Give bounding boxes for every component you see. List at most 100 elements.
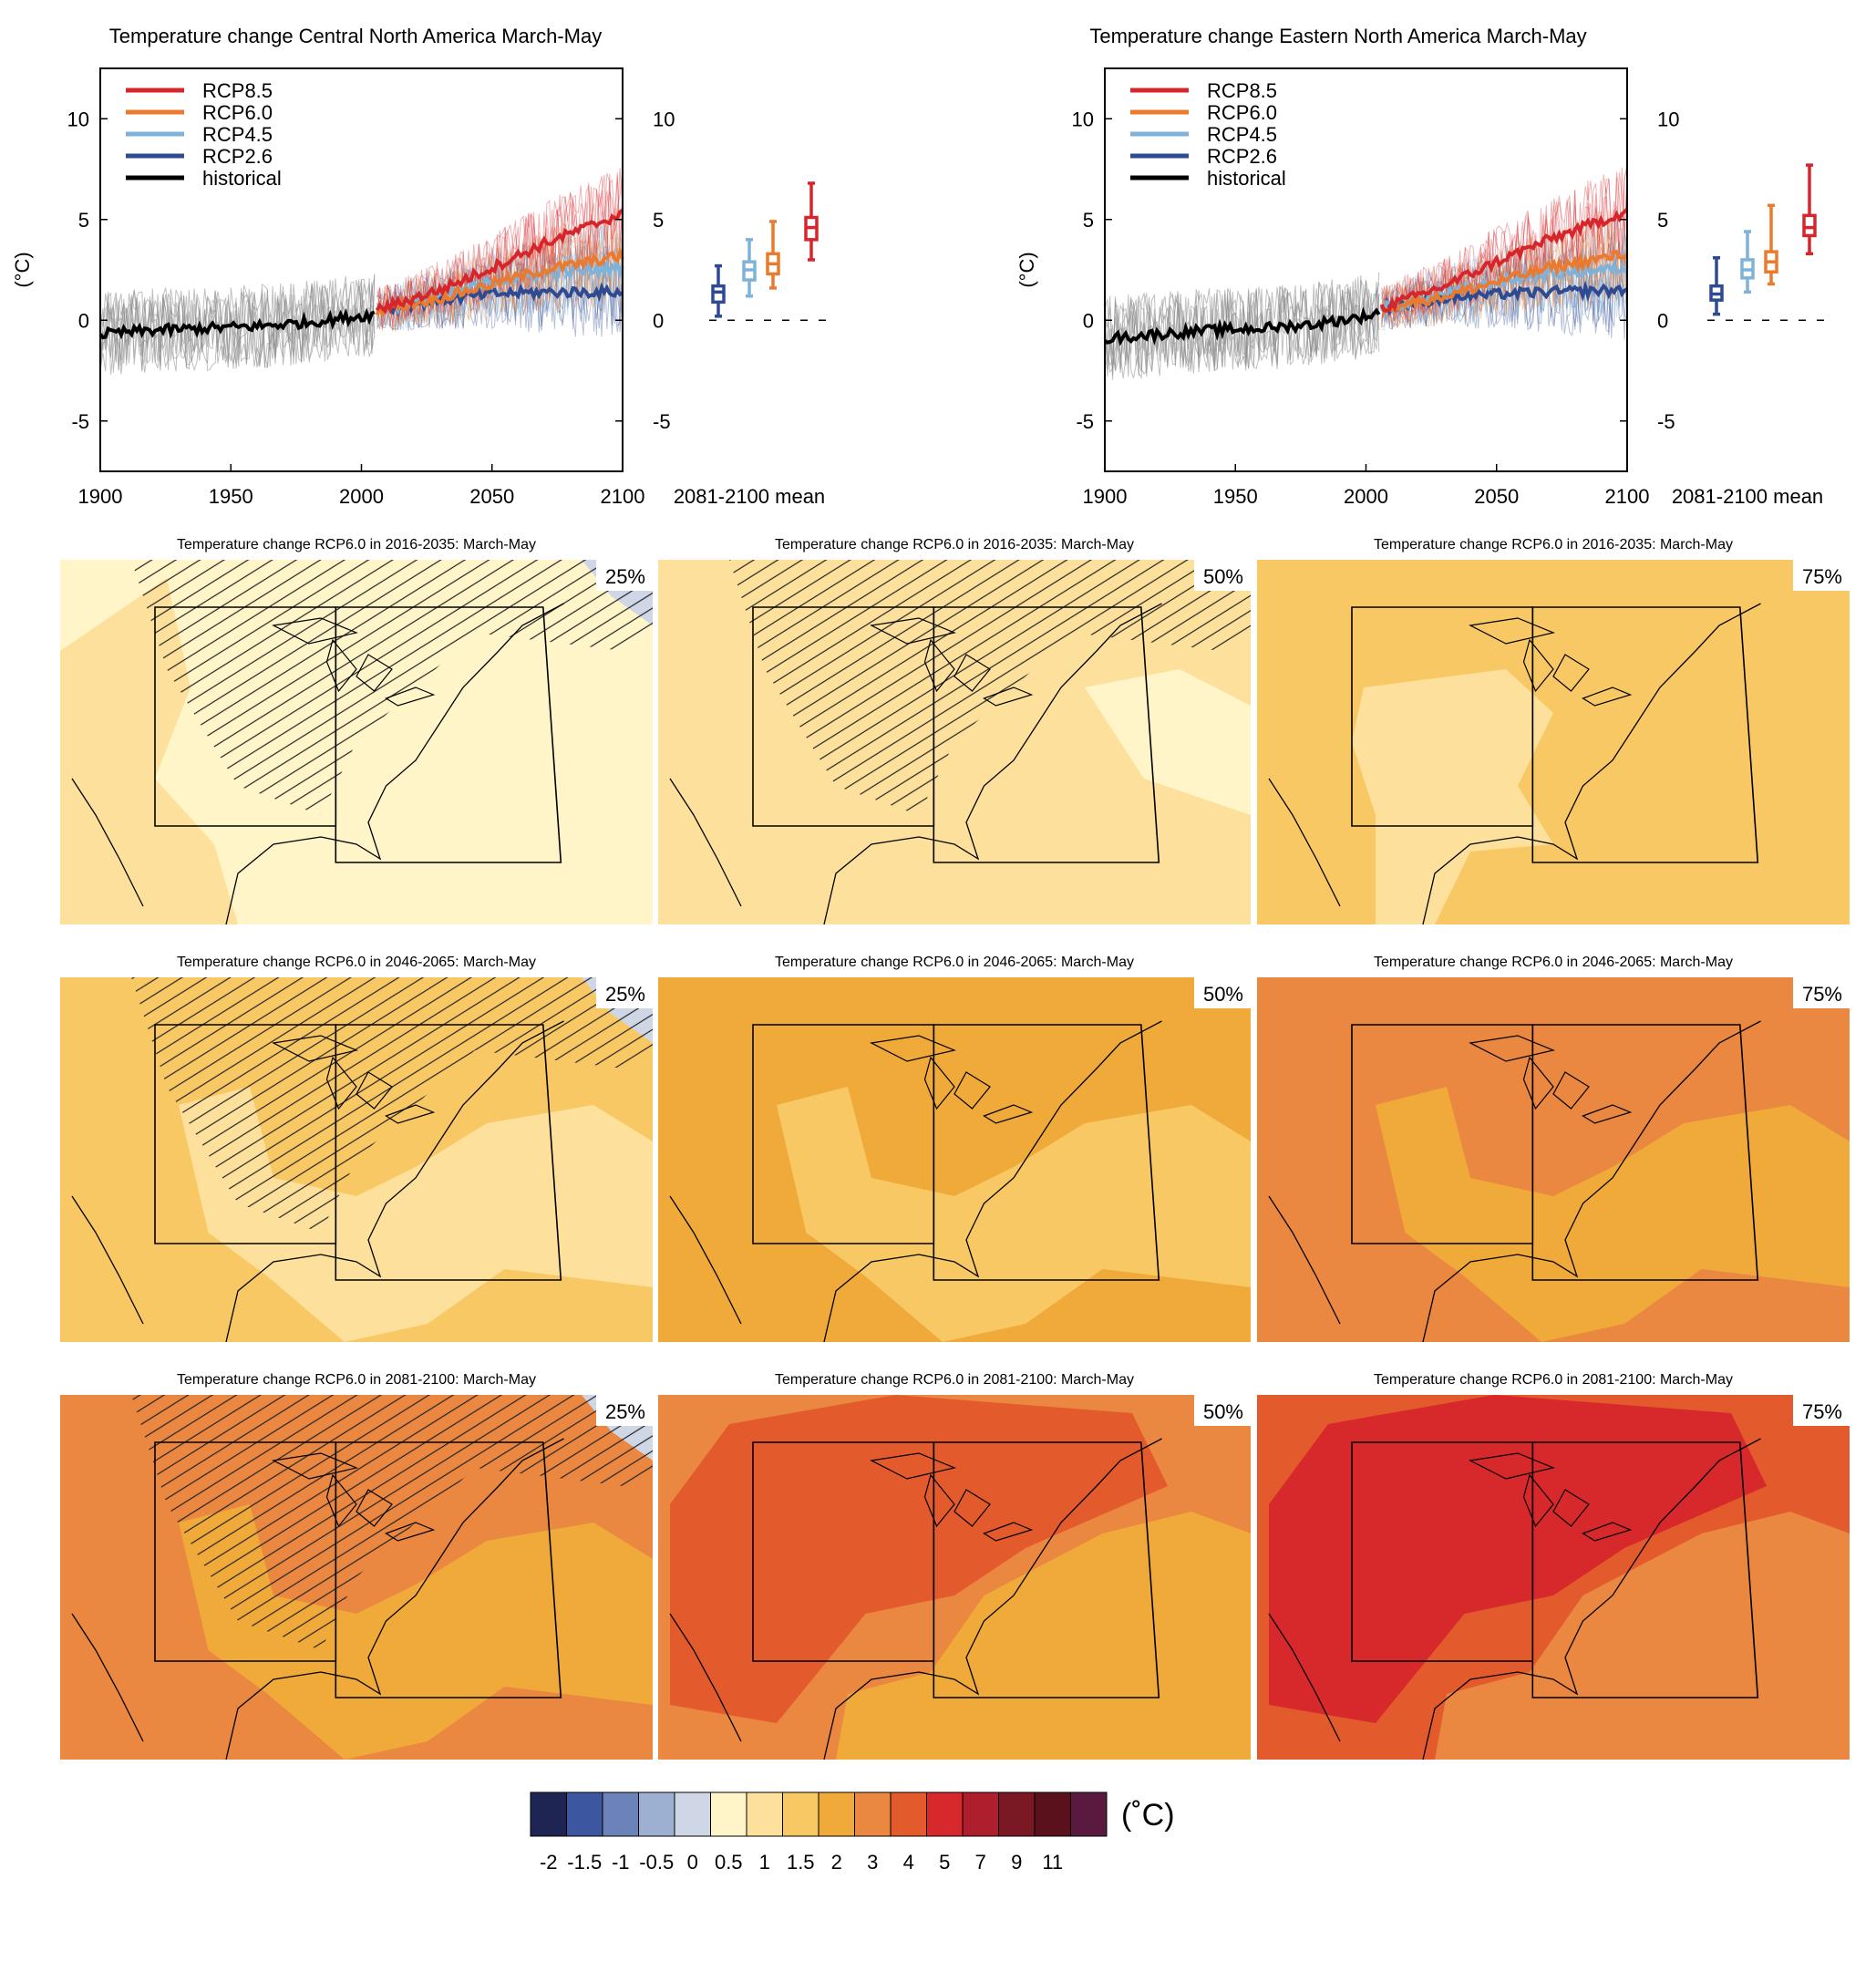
percentile-badge	[1194, 977, 1251, 1008]
color-scale-unit: (˚C)	[1121, 1798, 1175, 1833]
region-box-eastern	[335, 606, 562, 863]
color-scale-tick-label: -0.5	[639, 1851, 674, 1874]
color-scale-cell	[746, 1791, 783, 1837]
scenario-member-line	[376, 225, 624, 328]
map-title: Temperature change RCP6.0 in 2016-2035: …	[775, 537, 1134, 552]
y-tick-label: 5	[78, 209, 89, 232]
legend-label: RCP2.6	[202, 145, 273, 168]
color-scale-cell	[782, 1791, 819, 1837]
y-axis-label: (°C)	[1015, 252, 1038, 287]
scenario-member-line	[1381, 173, 1628, 321]
box-RCP8.5	[1802, 163, 1817, 256]
scenario-member-line	[376, 172, 624, 328]
map-hatching	[729, 560, 1251, 815]
map-coastline	[225, 1438, 564, 1760]
map-title: Temperature change RCP6.0 in 2081-2100: …	[775, 1372, 1134, 1388]
map-contour-region	[670, 1395, 1168, 1723]
color-scale-tick-label: 5	[939, 1851, 950, 1874]
map-panel: Temperature change RCP6.0 in 2016-2035: …	[60, 537, 653, 925]
map-lake-outline	[983, 1104, 1034, 1124]
scenario-member-line	[1381, 249, 1628, 336]
y-tick-label: 0	[78, 309, 89, 332]
map-hatching	[131, 1395, 653, 1650]
color-scale-cell	[854, 1791, 892, 1837]
map-lake-outline	[272, 1035, 358, 1062]
box-RCP4.5	[1740, 230, 1755, 294]
y-tick-label-right: -5	[1657, 410, 1675, 433]
color-scale-tick-label: -2	[540, 1851, 558, 1874]
color-scale-tick-label: -1.5	[567, 1851, 602, 1874]
y-tick-label: 0	[1083, 309, 1094, 332]
map-coastline	[669, 1195, 742, 1325]
x-tick-label: 1950	[1213, 485, 1258, 508]
color-scale-tick-label: 3	[867, 1851, 878, 1874]
color-scale-tick-label: 9	[1011, 1851, 1022, 1874]
percentile-label: 75%	[1802, 565, 1842, 588]
map-background-cell	[1257, 560, 1850, 924]
map-lake-outline	[385, 687, 436, 707]
color-scale-cell	[1034, 1791, 1071, 1837]
box-RCP4.5	[742, 238, 757, 298]
color-scale-tick-label: 11	[1042, 1851, 1063, 1874]
x-tick-label: 2050	[1474, 485, 1519, 508]
y-tick-label-right: 5	[1657, 209, 1668, 232]
map-lake-outline	[870, 617, 956, 645]
map-lake-outline	[923, 1473, 955, 1528]
scenario-member-line	[1381, 220, 1628, 328]
map-lake-outline	[870, 1035, 956, 1062]
percentile-label: 75%	[1802, 1400, 1842, 1423]
series-mean-line	[98, 307, 376, 340]
region-box-eastern	[335, 1441, 562, 1698]
map-coastline	[1268, 1195, 1341, 1325]
map-title: Temperature change RCP6.0 in 2016-2035: …	[177, 537, 536, 552]
color-scale-tick-label: 0	[687, 1851, 698, 1874]
map-contour-region	[60, 578, 238, 924]
box-RCP6.0	[1764, 203, 1778, 286]
map-lake-outline	[870, 1452, 956, 1480]
color-scale-cell	[962, 1791, 999, 1837]
map-lake-outline	[953, 1489, 991, 1527]
y-tick-label-right: 0	[1657, 309, 1668, 332]
map-panel: Temperature change RCP6.0 in 2046-2065: …	[60, 955, 653, 1343]
map-title: Temperature change RCP6.0 in 2081-2100: …	[1374, 1372, 1733, 1388]
scenario-member-line	[376, 249, 624, 337]
map-lake-outline	[325, 1056, 357, 1110]
map-lake-outline	[1522, 1473, 1554, 1528]
map-lake-outline	[272, 617, 358, 645]
region-box-eastern	[933, 1441, 1160, 1698]
percentile-badge	[1793, 1395, 1850, 1426]
legend-label: RCP4.5	[202, 123, 273, 146]
color-scale-cell	[710, 1791, 747, 1837]
percentile-badge	[596, 560, 653, 591]
scenario-member-line	[1381, 241, 1628, 339]
map-lake-outline	[385, 1522, 436, 1542]
x-tick-label: 1900	[1083, 485, 1128, 508]
percentile-badge	[1793, 977, 1850, 1008]
map-hatching	[131, 560, 653, 815]
map-lake-outline	[356, 1489, 393, 1527]
color-scale-bar: -2 -1.5 -1 -0.5 0 0.5 1 1.5 2 3 4 5 7 9 11 (˚C)	[530, 1791, 1175, 1874]
box-RCP6.0	[766, 220, 780, 290]
series-mean-line	[1103, 306, 1381, 346]
map-coastline	[823, 1020, 1162, 1343]
legend-label: RCP6.0	[1207, 101, 1277, 124]
series-mean-line	[375, 246, 624, 316]
map-lake-outline	[385, 1104, 436, 1124]
scenario-member-line	[1381, 247, 1628, 334]
map-lake-outline	[272, 1452, 358, 1480]
map-panel: Temperature change RCP6.0 in 2081-2100: …	[1257, 1372, 1850, 1760]
region-box-eastern	[1531, 606, 1759, 863]
map-lake-outline	[1582, 687, 1633, 707]
color-scale-cell	[890, 1791, 927, 1837]
region-box-eastern	[933, 606, 1160, 863]
map-coastline	[71, 778, 144, 907]
map-panel: Temperature change RCP6.0 in 2046-2065: …	[1257, 955, 1850, 1343]
x-tick-label: 2100	[1605, 485, 1650, 508]
percentile-label: 25%	[605, 983, 645, 1006]
map-contour-region	[1085, 669, 1251, 815]
map-lake-outline	[1552, 1489, 1590, 1527]
map-panel: Temperature change RCP6.0 in 2016-2035: …	[1257, 537, 1850, 925]
box-iqr	[711, 284, 726, 305]
box-iqr	[1802, 213, 1817, 238]
